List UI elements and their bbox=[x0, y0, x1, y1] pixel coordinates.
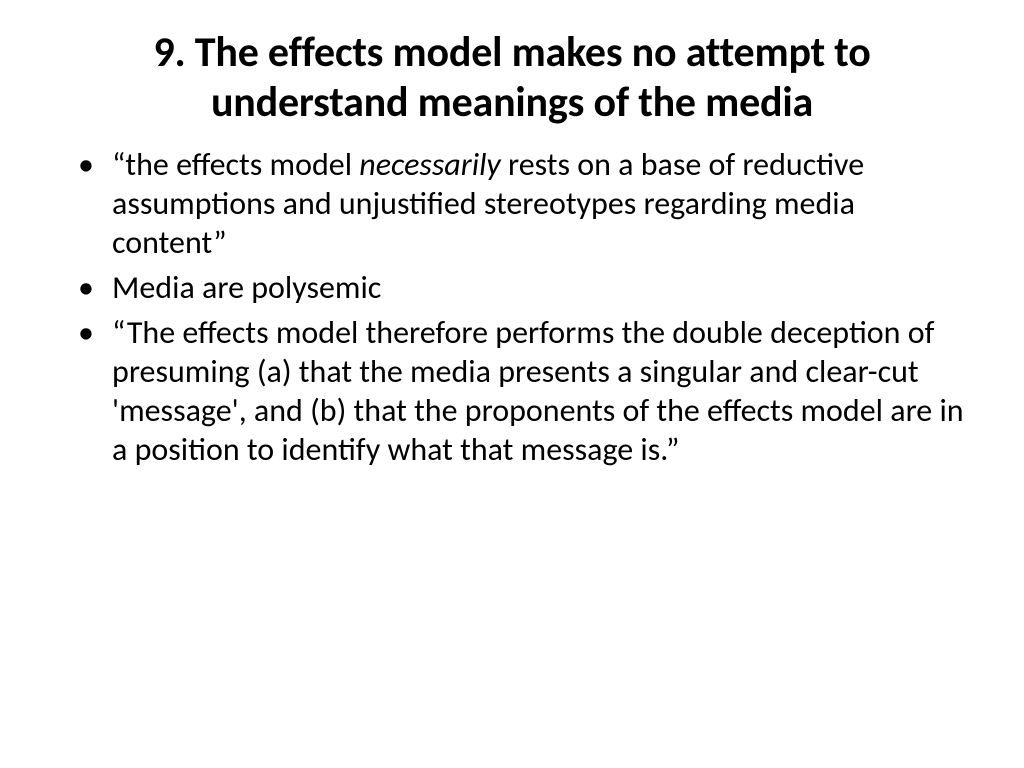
bullet-text-pre: Media are polysemic bbox=[112, 268, 381, 307]
bullet-text-pre: “the effects model bbox=[112, 145, 359, 184]
list-item: “the effects model necessarily rests on … bbox=[78, 145, 964, 262]
bullet-text-pre: “The effects model therefore performs th… bbox=[112, 313, 964, 469]
slide: 9. The effects model makes no attempt to… bbox=[0, 0, 1024, 768]
bullet-text-italic: necessarily bbox=[359, 145, 500, 184]
list-item: “The effects model therefore performs th… bbox=[78, 313, 964, 469]
list-item: Media are polysemic bbox=[78, 268, 964, 307]
bullet-list: “the effects model necessarily rests on … bbox=[78, 145, 964, 469]
slide-title: 9. The effects model makes no attempt to… bbox=[60, 28, 964, 127]
